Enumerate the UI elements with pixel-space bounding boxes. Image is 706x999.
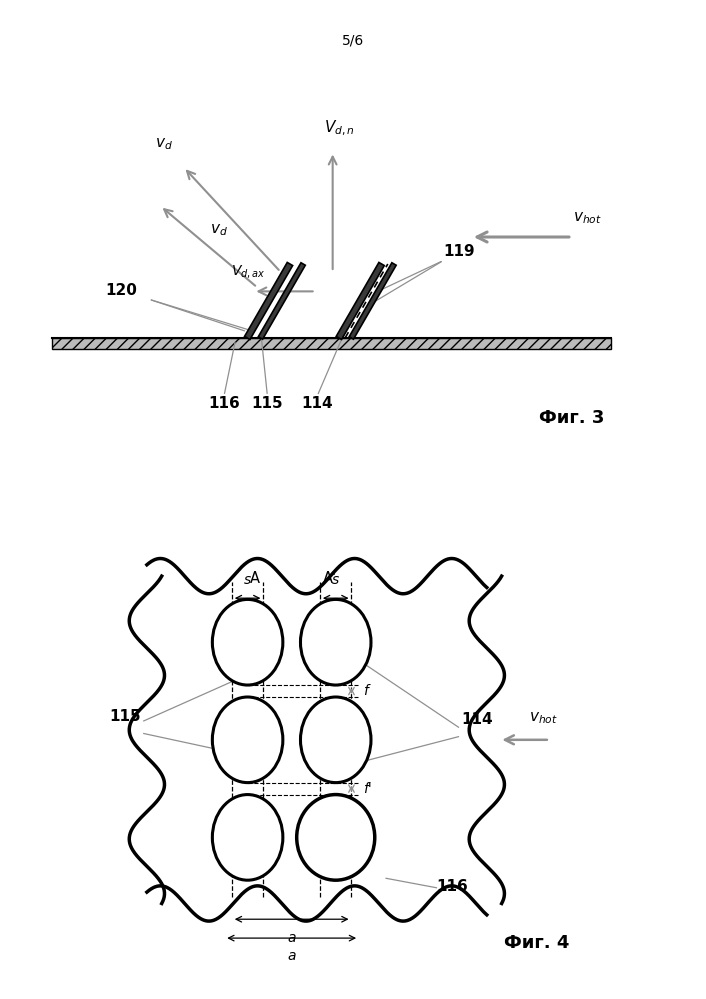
Text: $V_{d,ax}$: $V_{d,ax}$ <box>231 263 265 280</box>
Polygon shape <box>244 263 293 340</box>
Text: 115: 115 <box>109 709 140 724</box>
Polygon shape <box>258 263 305 340</box>
Text: 116: 116 <box>436 879 468 894</box>
Text: $v_{hot}$: $v_{hot}$ <box>529 710 558 725</box>
Text: a: a <box>287 930 296 944</box>
Polygon shape <box>349 263 396 340</box>
Text: Фиг. 4: Фиг. 4 <box>505 933 570 951</box>
Ellipse shape <box>213 599 283 685</box>
Text: A': A' <box>323 570 337 585</box>
Text: A: A <box>250 570 261 585</box>
Text: s: s <box>332 572 340 586</box>
Text: 114: 114 <box>462 712 493 727</box>
Ellipse shape <box>301 697 371 782</box>
Text: 119: 119 <box>444 245 475 260</box>
Text: a: a <box>287 949 296 963</box>
Ellipse shape <box>301 599 371 685</box>
Text: 5/6: 5/6 <box>342 34 364 48</box>
Text: 114: 114 <box>301 396 333 411</box>
Bar <box>52 338 611 349</box>
Ellipse shape <box>297 794 375 880</box>
Text: 120: 120 <box>105 284 137 299</box>
Text: 116: 116 <box>208 396 240 411</box>
Text: $v_d$: $v_d$ <box>210 222 227 238</box>
Text: s: s <box>244 572 251 586</box>
Text: 115: 115 <box>251 396 283 411</box>
Polygon shape <box>336 263 384 340</box>
Ellipse shape <box>213 697 283 782</box>
Text: D: D <box>330 816 342 831</box>
Text: f': f' <box>363 781 371 795</box>
Text: Фиг. 3: Фиг. 3 <box>539 410 604 428</box>
Text: f: f <box>363 684 368 698</box>
Text: $V_{d,n}$: $V_{d,n}$ <box>323 119 354 138</box>
Text: d: d <box>240 720 249 735</box>
Text: $v_d$: $v_d$ <box>155 137 173 153</box>
Ellipse shape <box>213 794 283 880</box>
Text: $v_{hot}$: $v_{hot}$ <box>573 211 602 226</box>
